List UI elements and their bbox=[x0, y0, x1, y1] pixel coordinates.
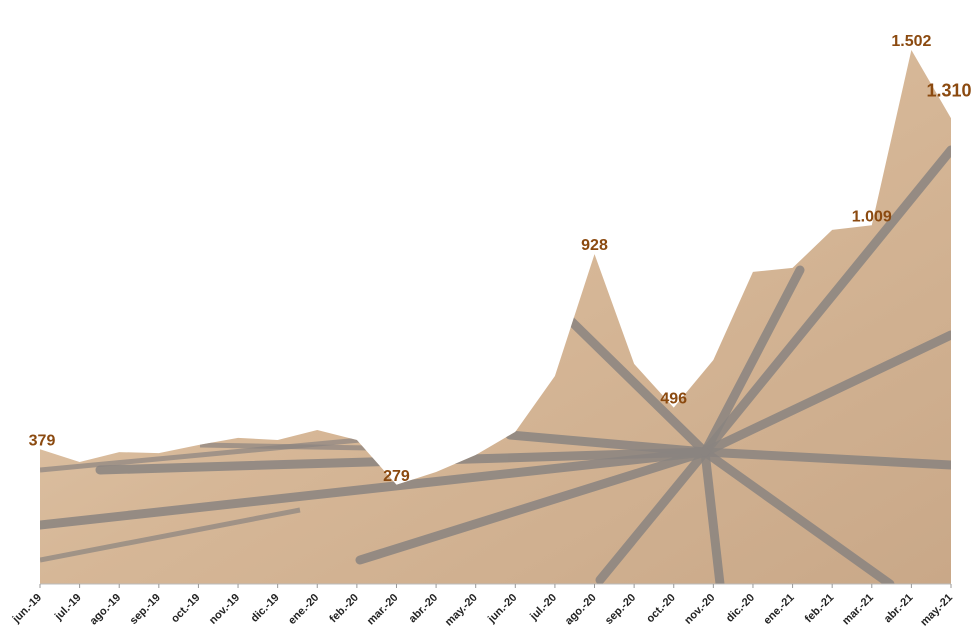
crack bbox=[565, 315, 710, 457]
x-tick-label: jul.-19 bbox=[52, 592, 84, 624]
value-label: 496 bbox=[660, 391, 687, 408]
crack bbox=[700, 447, 895, 584]
x-tick-label: may.-21 bbox=[918, 592, 955, 629]
x-tick-label: nov.-20 bbox=[682, 592, 717, 627]
crack bbox=[700, 447, 951, 470]
x-tick-label: mar.-20 bbox=[365, 592, 401, 628]
x-tick-label: ago.-20 bbox=[563, 592, 599, 628]
x-tick-label: ene.-21 bbox=[761, 592, 796, 627]
crack bbox=[595, 447, 710, 584]
crack bbox=[40, 507, 301, 563]
x-tick-label: abr.-20 bbox=[407, 592, 441, 626]
x-tick-label: feb.-21 bbox=[803, 592, 837, 626]
crack bbox=[355, 447, 710, 565]
x-tick-label: ago.-19 bbox=[88, 592, 124, 628]
value-label: 279 bbox=[383, 468, 410, 485]
texture bbox=[40, 145, 951, 584]
x-tick-label: feb.-20 bbox=[327, 592, 361, 626]
x-tick-label: ene.-20 bbox=[286, 592, 321, 627]
x-tick-label: mar.-21 bbox=[840, 592, 876, 628]
x-tick-label: may.-20 bbox=[443, 592, 480, 629]
crack bbox=[700, 447, 725, 584]
crack bbox=[700, 145, 951, 457]
x-tick-label: nov.-19 bbox=[207, 592, 242, 627]
x-tick-label: jun.-19 bbox=[10, 592, 44, 626]
value-label: 1.310 bbox=[926, 80, 971, 100]
value-label: 1.502 bbox=[891, 33, 931, 50]
x-tick-label: oct.-20 bbox=[644, 592, 678, 626]
x-tick-label: sep.-20 bbox=[603, 592, 638, 627]
crack bbox=[700, 265, 805, 457]
x-tick-label: dic.-20 bbox=[724, 592, 757, 625]
x-tick-label: abr.-21 bbox=[882, 592, 916, 626]
x-tick-label: dic.-19 bbox=[249, 592, 282, 625]
x-tick-label: oct.-19 bbox=[169, 592, 203, 626]
value-label: 1.009 bbox=[852, 208, 892, 225]
crack bbox=[700, 330, 951, 457]
value-label: 928 bbox=[581, 237, 608, 254]
x-tick-label: jul.-20 bbox=[527, 592, 559, 624]
crack bbox=[40, 447, 710, 530]
crack bbox=[199, 442, 371, 451]
value-label: 379 bbox=[29, 432, 56, 449]
x-tick-label: sep.-19 bbox=[128, 592, 163, 627]
x-tick-label: jun.-20 bbox=[485, 592, 519, 626]
